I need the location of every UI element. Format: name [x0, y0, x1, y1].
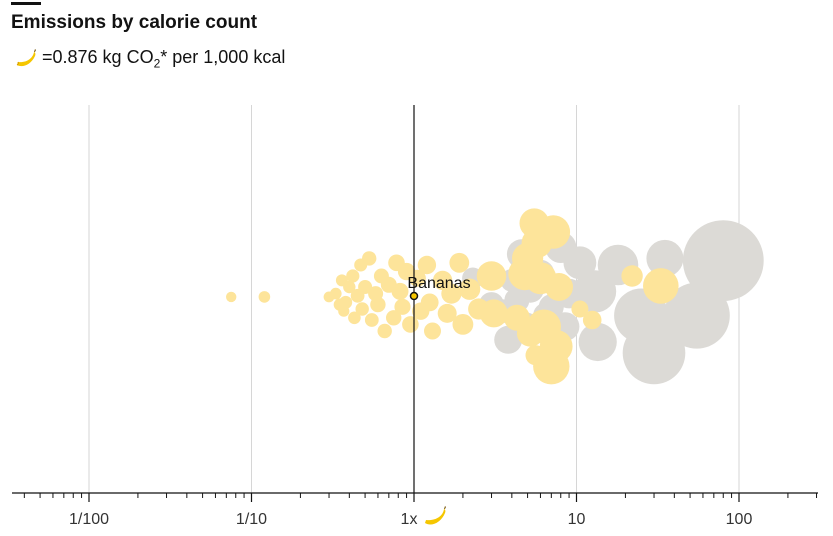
animal-bubble: [646, 239, 684, 277]
plant-bubble: [476, 261, 507, 291]
x-tick-label: 10: [568, 511, 586, 528]
chart-subtitle: =0.876 kg CO2* per 1,000 kcal: [13, 47, 285, 71]
plant-bubble: [394, 298, 411, 315]
animal-bubble: [494, 325, 523, 354]
plant-bubble: [571, 300, 589, 318]
animal-bubble: [563, 246, 597, 280]
plant-bubble: [226, 291, 237, 303]
plant-bubble: [545, 273, 573, 301]
reference-dot: [409, 291, 419, 301]
x-tick-label: 100: [726, 511, 753, 528]
accent-rule: [11, 2, 41, 5]
plant-bubble: [391, 282, 409, 300]
plant-bubble: [348, 311, 361, 325]
plant-bubble: [362, 251, 377, 266]
animal-bubble: [578, 322, 617, 362]
plant-bubble: [643, 268, 679, 304]
plant-bubble: [346, 269, 360, 283]
plant-bubble: [386, 310, 402, 326]
plant-bubble: [258, 291, 271, 303]
animal-bubble: [622, 321, 686, 385]
reference-label: Bananas: [407, 275, 470, 292]
plant-bubble: [364, 313, 379, 327]
plant-bubble: [582, 310, 602, 330]
x-tick-label: 1/10: [236, 511, 267, 528]
plant-bubble: [355, 302, 369, 316]
plant-bubble: [536, 215, 571, 249]
subtitle-unit: =0.876 kg CO2* per 1,000 kcal: [42, 47, 286, 71]
plant-bubble: [621, 265, 643, 287]
x-tick-label: 1x: [401, 511, 418, 528]
plant-bubble: [452, 314, 474, 335]
plant-bubble: [441, 283, 462, 304]
animal-bubble: [682, 220, 764, 301]
plant-bubble: [424, 322, 441, 340]
plant-bubble: [358, 280, 373, 294]
plant-bubble: [339, 295, 353, 309]
chart-title: Emissions by calorie count: [11, 12, 258, 33]
plant-bubble: [408, 269, 426, 287]
plant-bubble: [343, 280, 356, 294]
plant-bubble: [417, 255, 437, 275]
plant-bubble: [370, 296, 386, 313]
plant-bubble: [377, 323, 392, 339]
banana-icon: [16, 48, 36, 66]
plant-bubble: [437, 303, 457, 323]
x-tick-label: 1/100: [69, 511, 109, 528]
banana-icon: [425, 506, 446, 525]
plant-bubble: [458, 278, 481, 300]
plant-bubble: [330, 287, 342, 300]
plant-bubble: [420, 293, 439, 312]
plant-bubble: [539, 330, 573, 363]
plant-bubble: [479, 299, 508, 328]
plant-bubble: [449, 252, 470, 273]
